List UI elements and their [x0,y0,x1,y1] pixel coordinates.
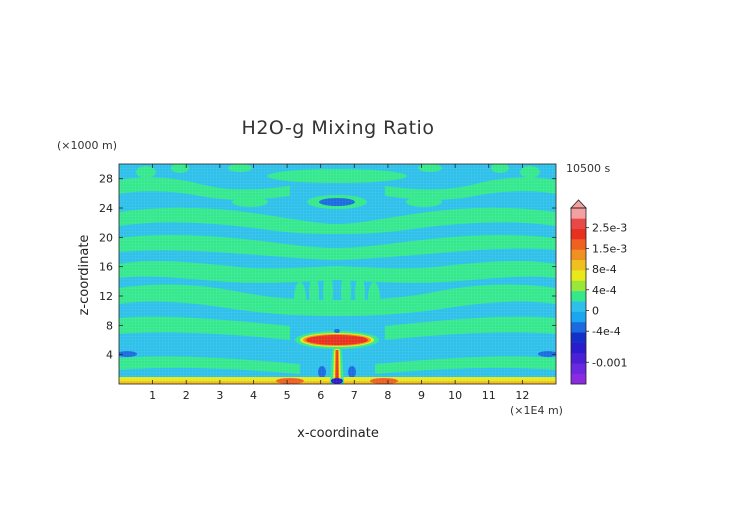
colorbar-swatch [571,373,586,385]
x-axis-label: x-coordinate [297,426,379,441]
colorbar-swatch [571,321,586,333]
colorbar-swatch [571,208,586,219]
colorbar-label: 2.5e-3 [592,222,627,235]
colorbar: 2.5e-3 1.5e-3 8e-4 4e-4 0 -4e-4 -0.001 [570,199,627,385]
x-tick-label: 2 [183,389,190,402]
colorbar-label: 1.5e-3 [592,242,627,255]
colorbar-swatch [571,259,586,271]
y-tick-label: 4 [106,349,113,362]
x-tick-label: 10 [448,389,462,402]
colorbar-label: 8e-4 [592,263,617,276]
x-tick-label: 1 [149,389,156,402]
y-tick-label: 20 [99,231,113,244]
y-tick-label: 16 [99,261,113,274]
colorbar-swatch [571,332,586,343]
colorbar-swatch [571,270,586,281]
grid-overlay [119,164,556,384]
colorbar-swatch [571,363,586,374]
colorbar-frame [570,207,587,385]
x-unit-label: (×1E4 m) [510,404,563,417]
colorbar-label: -0.001 [592,356,627,369]
colorbar-label: 4e-4 [592,284,617,297]
x-tick-label: 5 [284,389,291,402]
x-tick-label: 11 [482,389,496,402]
plot-frame [118,163,557,385]
colorbar-swatch [571,280,586,292]
y-unit-label: (×1000 m) [57,139,117,152]
colorbar-swatch [571,301,586,312]
x-tick-label: 4 [250,389,257,402]
colorbar-swatch [571,352,586,364]
colorbar-swatch [571,249,586,261]
plot-area [118,163,557,385]
time-label: 10500 s [566,162,610,175]
x-ticks: 1 2 3 4 5 6 7 8 9 10 11 12 [149,164,529,402]
x-tick-label: 3 [216,389,223,402]
colorbar-label: -4e-4 [592,325,621,338]
x-tick-label: 8 [384,389,391,402]
colorbar-swatch [571,228,586,240]
colorbar-extend-arrow [570,199,587,209]
x-tick-label: 9 [418,389,425,402]
y-ticks: 4 8 12 16 20 24 28 [99,173,556,362]
x-tick-label: 7 [351,389,358,402]
colorbar-swatch [571,239,586,250]
colorbar-swatch [571,218,586,230]
x-tick-label: 6 [317,389,324,402]
colorbar-swatch [571,342,586,354]
y-tick-label: 12 [99,290,113,303]
chart-title: H2O-g Mixing Ratio [242,117,435,139]
colorbar-label: 0 [592,304,599,317]
x-tick-label: 12 [515,389,529,402]
y-tick-label: 8 [106,319,113,332]
colorbar-swatch [571,311,586,323]
y-tick-label: 28 [99,173,113,186]
colorbar-swatch [571,290,586,302]
y-axis-label: z-coordinate [77,235,92,316]
y-tick-label: 24 [99,202,113,215]
